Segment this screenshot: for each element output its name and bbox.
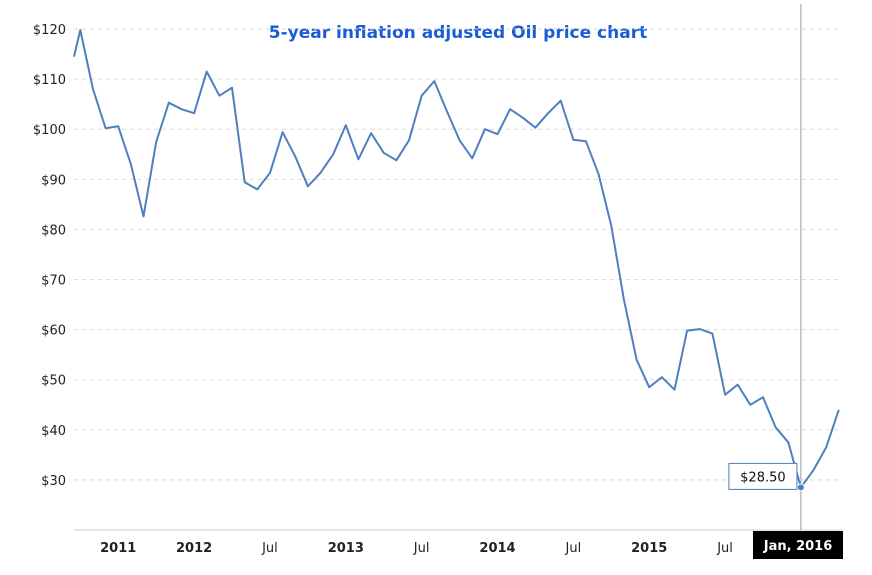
x-tick-label: Jul bbox=[261, 541, 278, 556]
y-axis: $30 $40 $50 $60 $70 $80 $90 $100 $110 $120 bbox=[33, 23, 66, 489]
y-tick-label: $30 bbox=[41, 474, 66, 489]
x-axis: 2011 2012 Jul 2013 Jul 2014 Jul 2015 Jul bbox=[100, 541, 733, 556]
crosshair-label-box bbox=[753, 531, 843, 559]
gridlines bbox=[74, 28, 842, 481]
series-line-oil-price bbox=[73, 29, 840, 489]
y-tick-label: $60 bbox=[41, 324, 66, 339]
crosshair-label: Jan, 2016 bbox=[753, 531, 843, 559]
y-tick-label: $50 bbox=[41, 374, 66, 389]
y-tick-label: $80 bbox=[41, 223, 66, 238]
y-tick-label: $120 bbox=[33, 23, 66, 38]
x-tick-label: 2013 bbox=[328, 541, 364, 556]
chart-title: 5-year inflation adjusted Oil price char… bbox=[269, 23, 647, 43]
x-tick-label: 2012 bbox=[176, 541, 212, 556]
tooltip-value: $28.50 bbox=[740, 470, 786, 485]
x-tick-label: Jul bbox=[565, 541, 582, 556]
y-tick-label: $110 bbox=[33, 73, 66, 88]
x-tick-label: 2011 bbox=[100, 541, 136, 556]
x-tick-label: 2014 bbox=[479, 541, 515, 556]
x-tick-label: 2015 bbox=[631, 541, 667, 556]
y-tick-label: $100 bbox=[33, 123, 66, 138]
y-tick-label: $90 bbox=[41, 173, 66, 188]
x-tick-label: Jul bbox=[716, 541, 733, 556]
tooltip-box bbox=[728, 462, 798, 490]
crosshair-label-text: Jan, 2016 bbox=[763, 539, 833, 554]
y-tick-label: $40 bbox=[41, 424, 66, 439]
tooltip-point bbox=[796, 483, 805, 492]
y-tick-label: $70 bbox=[41, 274, 66, 289]
x-tick-label: Jul bbox=[413, 541, 430, 556]
tooltip: $28.50 bbox=[728, 462, 805, 492]
